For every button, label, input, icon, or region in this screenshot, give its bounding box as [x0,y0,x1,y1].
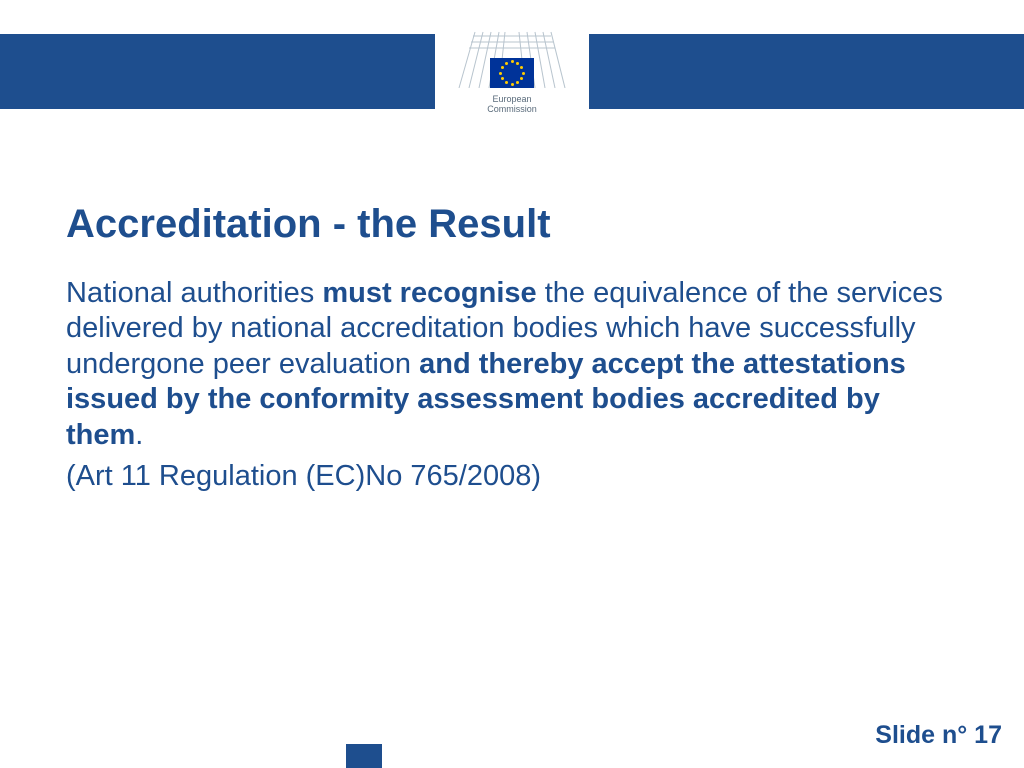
slide-number: Slide n° 17 [875,721,1002,750]
ec-logo-text-line2: Commission [487,104,537,114]
body-p1-seg1: National authorities [66,277,322,309]
slide-body: National authorities must recognise the … [66,276,958,500]
ec-logo: European Commission [435,24,589,154]
body-p1-bold1: must recognise [322,277,536,309]
eu-flag-stars [499,60,525,86]
ec-logo-text-line1: European [492,94,531,104]
eu-flag-icon [490,58,534,88]
ec-logo-text: European Commission [487,94,537,115]
footer-accent-block [346,744,382,768]
body-p1-seg3: . [135,419,143,451]
body-paragraph-1: National authorities must recognise the … [66,276,958,453]
slide-container: European Commission Accreditation - the … [0,0,1024,768]
body-paragraph-2: (Art 11 Regulation (EC)No 765/2008) [66,459,958,494]
slide-title: Accreditation - the Result [66,202,551,247]
